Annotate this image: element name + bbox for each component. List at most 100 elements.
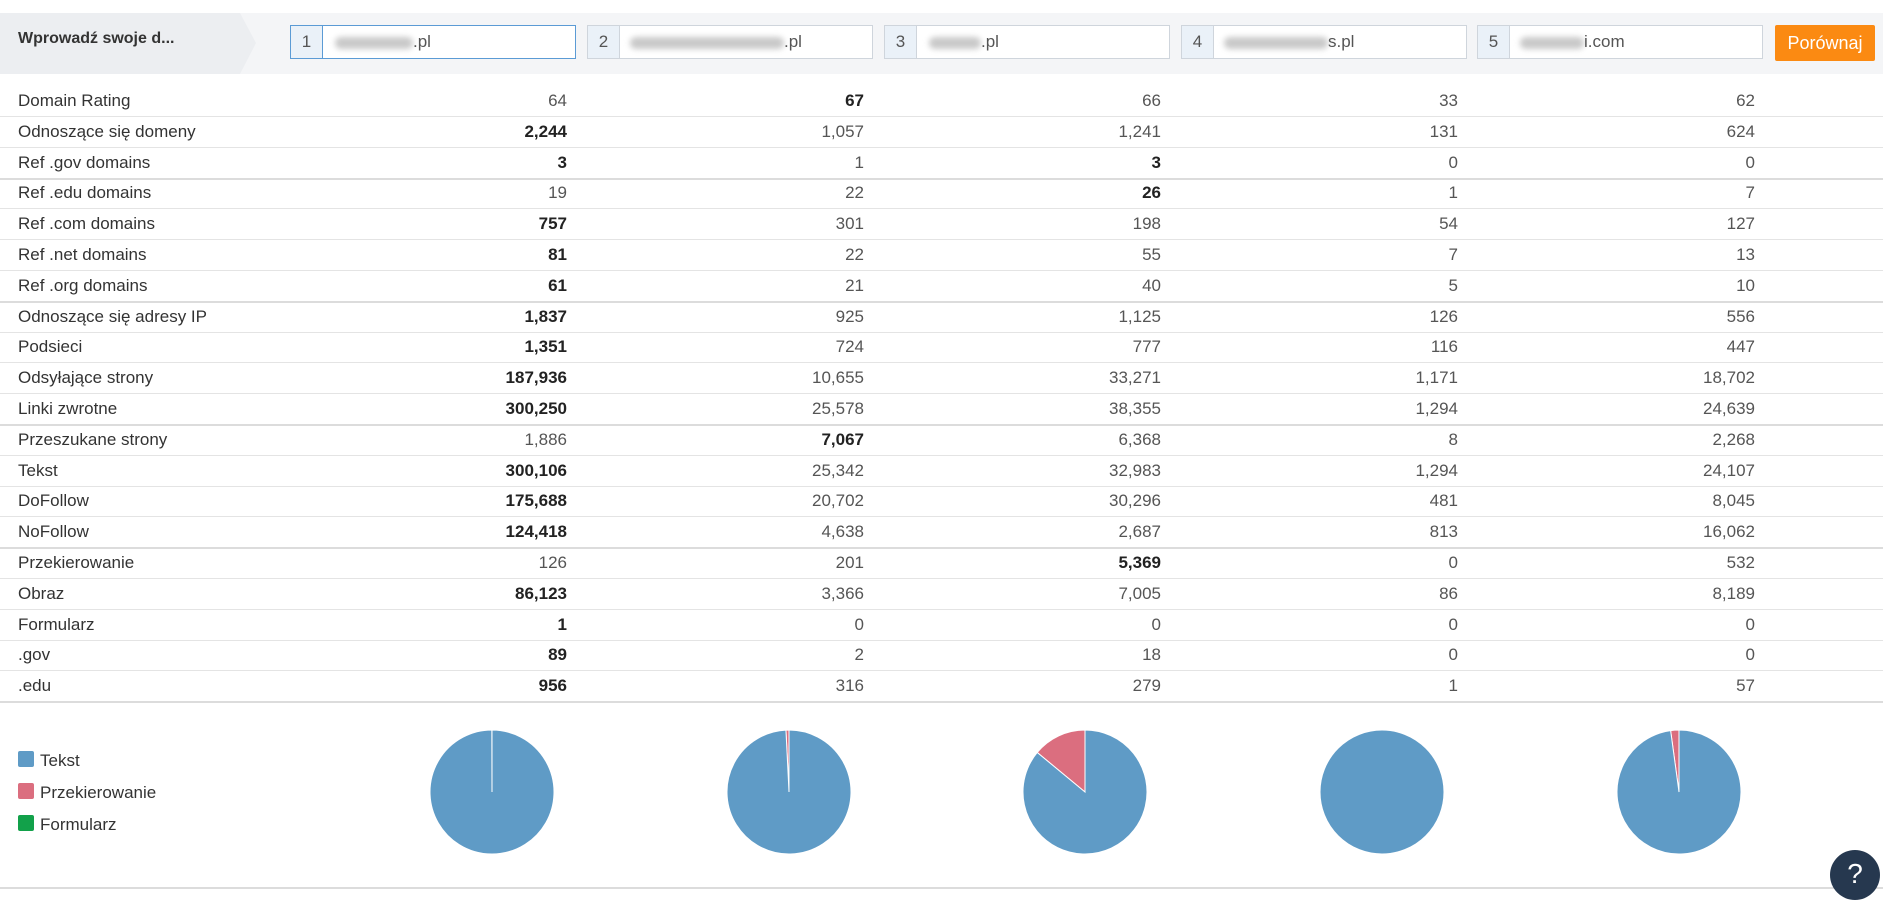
domain-input-1[interactable]: 1 .pl (290, 25, 576, 59)
pie-chart-3 (1021, 728, 1149, 856)
blurred-domain (929, 37, 981, 49)
legend-swatch (18, 751, 34, 767)
metric-label: Ref .org domains (18, 270, 147, 301)
metric-value: 86,123 (447, 578, 567, 609)
metric-value: 13 (1635, 239, 1755, 270)
metric-value: 1 (1338, 177, 1458, 208)
domain-input-4[interactable]: 4 s.pl (1181, 25, 1467, 59)
metric-value: 316 (744, 670, 864, 701)
blurred-domain (1224, 37, 1328, 49)
legend-swatch (18, 783, 34, 799)
domain-index: 4 (1182, 26, 1214, 58)
metric-value: 3 (447, 147, 567, 178)
metric-value: 0 (744, 609, 864, 640)
metric-value: 25,342 (744, 455, 864, 486)
metric-value: 1,886 (447, 424, 567, 455)
metric-value: 813 (1338, 516, 1458, 547)
metric-value: 126 (447, 547, 567, 578)
metric-value: 10,655 (744, 362, 864, 393)
domain-index: 3 (885, 26, 917, 58)
metric-value: 2,687 (1041, 516, 1161, 547)
metric-label: Domain Rating (18, 85, 130, 116)
metric-value: 33,271 (1041, 362, 1161, 393)
metric-label: Przeszukane strony (18, 424, 167, 455)
pie-slice-tekst (1617, 730, 1741, 854)
metric-value: 2 (744, 639, 864, 670)
metric-value: 175,688 (447, 485, 567, 516)
domain-suffix: .pl (413, 26, 431, 58)
metric-label: DoFollow (18, 485, 89, 516)
metric-value: 777 (1041, 331, 1161, 362)
metric-value: 6,368 (1041, 424, 1161, 455)
metric-value: 18,702 (1635, 362, 1755, 393)
pie-slice-tekst (727, 730, 851, 854)
metric-value: 925 (744, 301, 864, 332)
metric-value: 556 (1635, 301, 1755, 332)
metric-label: NoFollow (18, 516, 89, 547)
metric-value: 127 (1635, 208, 1755, 239)
metric-value: 956 (447, 670, 567, 701)
metric-value: 66 (1041, 85, 1161, 116)
metric-value: 532 (1635, 547, 1755, 578)
metric-value: 22 (744, 239, 864, 270)
help-button[interactable]: ? (1830, 850, 1880, 900)
legend-label: Formularz (40, 809, 117, 841)
metric-value: 301 (744, 208, 864, 239)
metric-value: 0 (1041, 609, 1161, 640)
prompt-arrow (240, 13, 256, 74)
metric-label: Linki zwrotne (18, 393, 117, 424)
metric-value: 1,241 (1041, 116, 1161, 147)
metric-value: 7,005 (1041, 578, 1161, 609)
metric-value: 724 (744, 331, 864, 362)
metric-value: 757 (447, 208, 567, 239)
blurred-domain (630, 37, 784, 49)
metric-value: 116 (1338, 331, 1458, 362)
metric-value: 25,578 (744, 393, 864, 424)
metric-label: Odnoszące się domeny (18, 116, 196, 147)
metric-value: 0 (1635, 639, 1755, 670)
prompt-box: Wprowadź swoje d... (0, 13, 240, 74)
pie-chart-4 (1318, 728, 1446, 856)
metric-value: 1 (744, 147, 864, 178)
metric-value: 64 (447, 85, 567, 116)
metric-label: Ref .gov domains (18, 147, 150, 178)
compare-button[interactable]: Porównaj (1775, 25, 1875, 61)
metric-value: 300,250 (447, 393, 567, 424)
metric-label: Ref .edu domains (18, 177, 151, 208)
metric-value: 62 (1635, 85, 1755, 116)
legend-label: Przekierowanie (40, 777, 156, 809)
metric-value: 5 (1338, 270, 1458, 301)
metric-value: 0 (1338, 609, 1458, 640)
metric-value: 7 (1338, 239, 1458, 270)
domain-index: 2 (588, 26, 620, 58)
domain-input-2[interactable]: 2 .pl (587, 25, 873, 59)
metric-value: 38,355 (1041, 393, 1161, 424)
metric-value: 32,983 (1041, 455, 1161, 486)
prompt-text: Wprowadź swoje d... (18, 13, 174, 65)
pie-chart-2 (725, 728, 853, 856)
metric-value: 19 (447, 177, 567, 208)
bottom-divider (0, 887, 1883, 889)
domain-input-5[interactable]: 5 i.com (1477, 25, 1763, 59)
metric-value: 201 (744, 547, 864, 578)
domain-input-3[interactable]: 3 .pl (884, 25, 1170, 59)
metric-value: 8,045 (1635, 485, 1755, 516)
metric-value: 1,171 (1338, 362, 1458, 393)
metric-value: 57 (1635, 670, 1755, 701)
metric-value: 67 (744, 85, 864, 116)
metric-value: 24,107 (1635, 455, 1755, 486)
